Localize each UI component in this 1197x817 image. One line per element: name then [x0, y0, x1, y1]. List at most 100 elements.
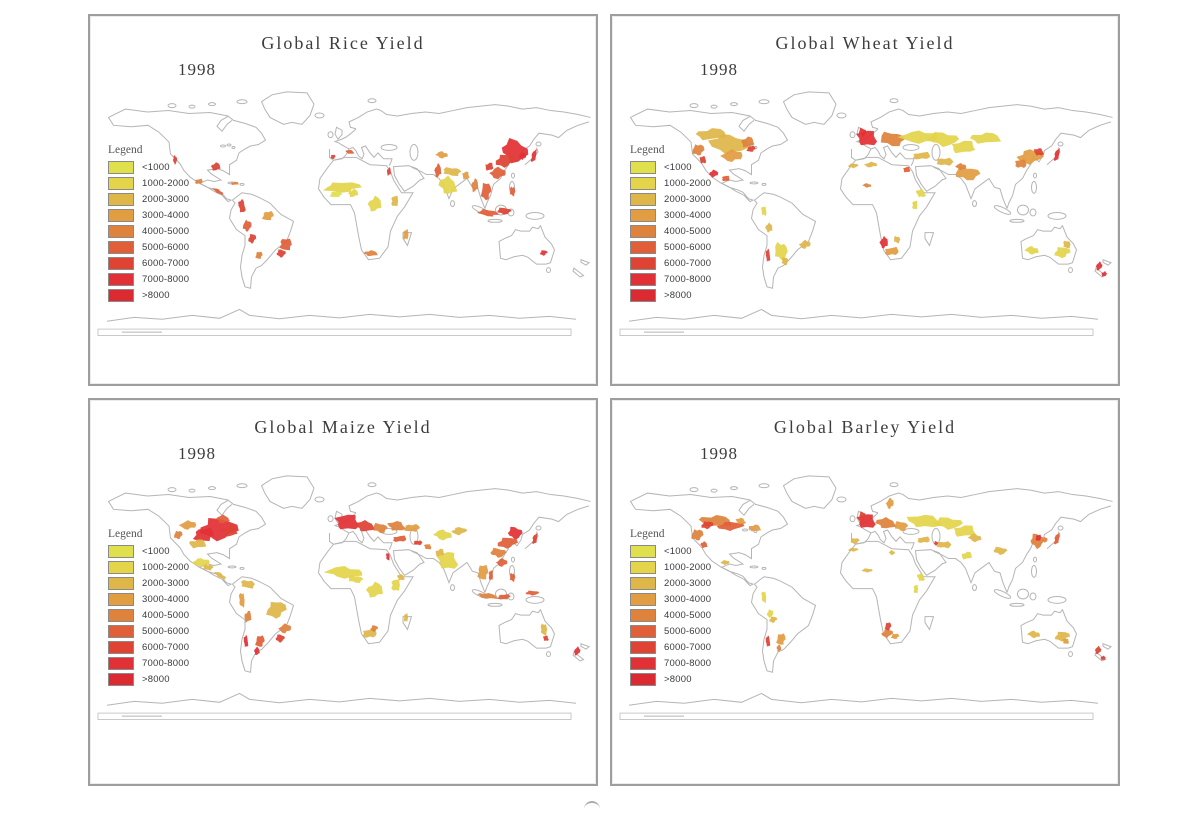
legend-rows: <1000 1000-2000 2000-3000 3000-4000 4000-500… — [108, 545, 189, 686]
legend-label: >8000 — [664, 290, 692, 301]
australia-outline — [499, 226, 555, 264]
map-title: Global Wheat Yield — [775, 33, 955, 53]
yield-region-caribbean — [231, 181, 239, 186]
scandinavia-baltic-outline — [349, 493, 398, 513]
sri-lanka-outline — [451, 201, 455, 207]
legend-row: 7000-8000 — [108, 657, 189, 670]
legend-swatch — [630, 561, 656, 574]
yield-region-new-zealand — [573, 646, 581, 656]
yield-region-sa-east — [890, 633, 900, 639]
yield-region-guinea-coast — [329, 190, 343, 198]
tasmania-outline — [547, 652, 551, 657]
hokkaido-outline — [1058, 526, 1063, 530]
legend-swatch — [108, 577, 134, 590]
legend-swatch — [108, 241, 134, 254]
legend-swatch — [108, 273, 134, 286]
scandinavia-baltic-outline — [349, 109, 398, 129]
legend-row: 7000-8000 — [108, 273, 189, 286]
map-title: Global Rice Yield — [261, 33, 425, 53]
legend-swatch — [630, 257, 656, 270]
sulawesi-outline — [1030, 209, 1036, 216]
legend-row: 2000-3000 — [108, 577, 189, 590]
mediterranean-north-outline — [349, 146, 392, 166]
legend-row: 6000-7000 — [108, 257, 189, 270]
scale-bar-outline — [620, 329, 1093, 335]
yield-region-western-europe — [856, 514, 876, 528]
yield-region-loess-plateau — [1015, 159, 1027, 168]
great-lakes-outline — [221, 145, 226, 147]
arctic-island-outline — [237, 100, 247, 104]
legend-row: 3000-4000 — [630, 209, 711, 222]
antarctica-outline — [629, 309, 1098, 321]
yield-region-new-zealand — [1095, 261, 1103, 271]
asia-north-coast-outline — [398, 105, 591, 118]
legend-row: 6000-7000 — [630, 641, 711, 654]
taiwan-outline — [512, 173, 515, 178]
yield-region-japan — [530, 148, 537, 162]
yield-region-spain — [330, 154, 336, 159]
yield-region-madagascar — [403, 228, 409, 240]
yield-region-korea — [518, 151, 527, 161]
yield-region-central-china — [490, 547, 507, 558]
yield-region-brazil-coast — [276, 249, 286, 258]
cuba-outline — [750, 566, 758, 568]
yield-region-south-china — [495, 557, 508, 567]
legend-row: 4000-5000 — [630, 225, 711, 238]
java-outline — [1010, 603, 1024, 606]
legend-label: <1000 — [142, 546, 170, 557]
yield-region-us-west — [692, 144, 705, 156]
yield-region-japan — [1053, 147, 1060, 161]
yield-region-kazakhstan — [953, 525, 976, 537]
yield-region-south-china — [489, 166, 506, 180]
legend-title: Legend — [630, 144, 665, 156]
yield-region-nigeria — [348, 188, 359, 198]
yield-region-india-north — [961, 551, 973, 560]
yield-region-bangladesh — [462, 171, 470, 180]
legend: Legend <1000 1000-2000 2000-3000 3000-4000 4… — [630, 528, 711, 689]
arctic-island-outline — [690, 104, 698, 108]
yield-region-us-northern — [716, 521, 745, 532]
arabia-outline — [916, 550, 947, 576]
yield-region-australia-se — [1054, 247, 1071, 259]
yield-region-ethiopia — [915, 189, 926, 198]
yield-region-xinjiang — [451, 526, 467, 536]
mediterranean-north-outline — [871, 146, 914, 166]
yield-region-ethiopia — [397, 574, 405, 581]
legend-row: 6000-7000 — [630, 257, 711, 270]
yield-region-argentina-south — [253, 646, 260, 656]
hokkaido-outline — [536, 142, 541, 146]
arctic-island-outline — [711, 489, 717, 492]
yield-region-borneo — [496, 594, 511, 600]
tasmania-outline — [1069, 652, 1073, 657]
legend-label: 6000-7000 — [664, 258, 712, 269]
legend-swatch — [108, 625, 134, 638]
yield-region-andes — [761, 591, 767, 604]
legend-label: 4000-5000 — [142, 226, 190, 237]
arctic-island-outline — [189, 105, 195, 108]
yield-region-namibia-red — [879, 235, 888, 249]
legend-swatch — [630, 193, 656, 206]
australia-outline — [1021, 610, 1077, 648]
yield-region-north-china-plain — [497, 537, 518, 549]
legend-label: <1000 — [664, 546, 692, 557]
nz-north-outline — [581, 644, 589, 649]
yield-region-andes — [238, 593, 245, 608]
north-america-outline — [109, 493, 266, 586]
arctic-island-outline — [189, 489, 195, 492]
world-map-svg — [614, 82, 1114, 338]
madagascar-outline — [403, 233, 412, 246]
legend-swatch — [108, 289, 134, 302]
legend-row: 7000-8000 — [630, 273, 711, 286]
legend-title: Legend — [630, 528, 665, 540]
legend-swatch — [108, 225, 134, 238]
yield-region-us-red-patches — [746, 145, 756, 152]
legend-swatch — [108, 641, 134, 654]
legend-swatch — [630, 657, 656, 670]
arabia-outline — [394, 550, 425, 576]
arctic-island-outline — [209, 487, 216, 490]
year-label: 1998 — [700, 60, 738, 79]
asia-south-coast-outline — [934, 551, 1008, 592]
yield-region-australia-sw — [1024, 245, 1039, 255]
ireland-outline — [328, 516, 333, 522]
yield-region-algeria-tunisia — [863, 161, 877, 168]
